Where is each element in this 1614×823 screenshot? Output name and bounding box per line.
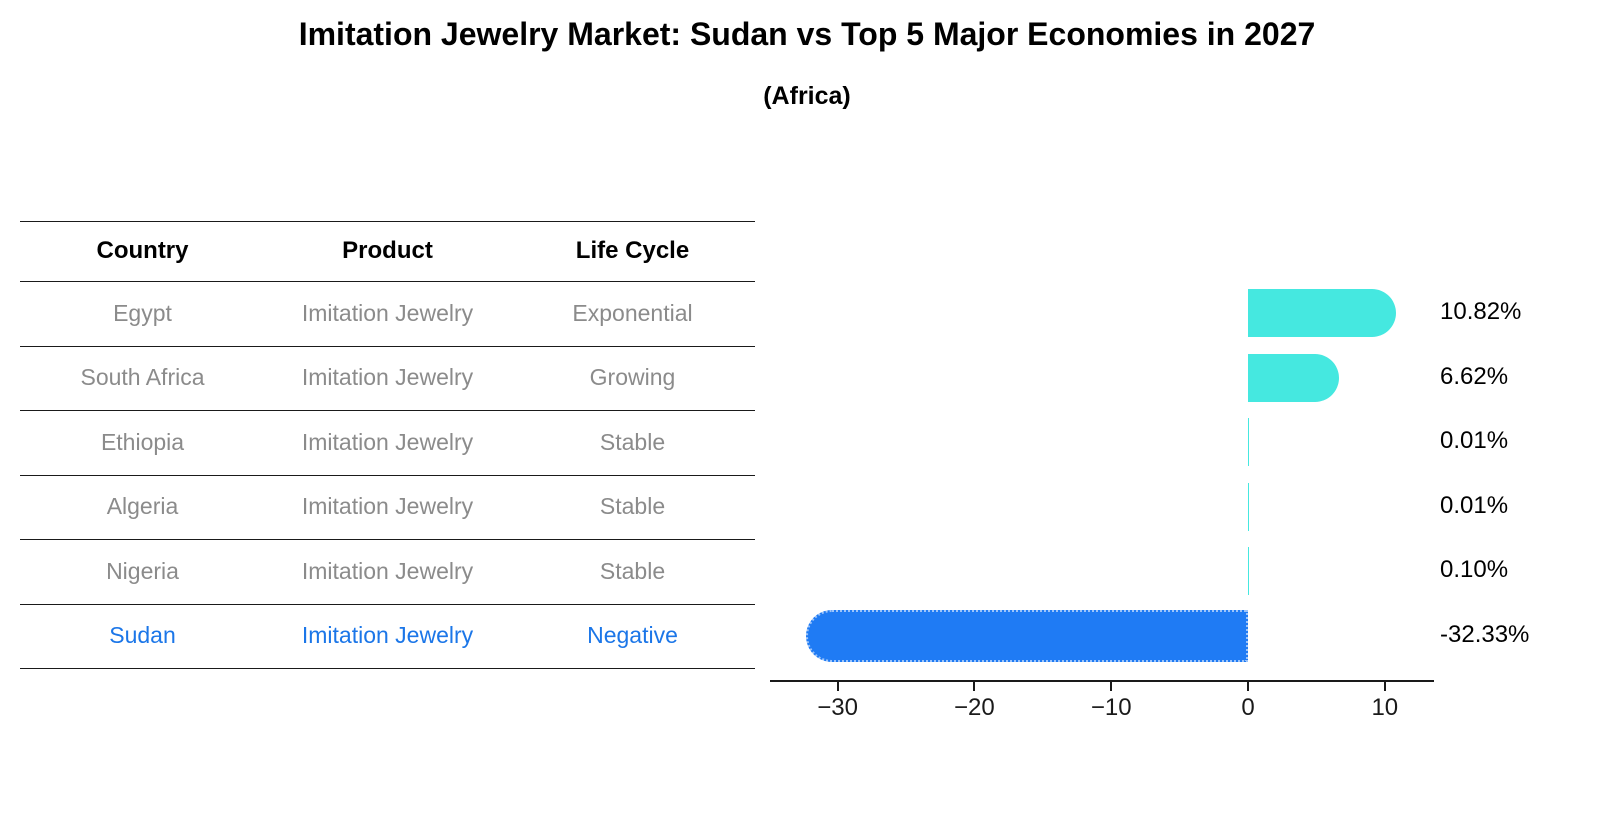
table-divider-line (20, 603, 755, 605)
x-axis-tick-label: 10 (1371, 694, 1399, 721)
bar-value-label: 6.62% (1440, 362, 1509, 390)
x-axis-tick-label: 0 (1241, 694, 1255, 721)
table-cell-product: Imitation Jewelry (301, 364, 474, 391)
bar-algeria (1248, 482, 1249, 531)
bar-value-label: 0.01% (1440, 427, 1509, 455)
table-cell-product: Imitation Jewelry (301, 299, 474, 326)
table-cell-life-cycle: Negative (587, 622, 678, 649)
table-divider-line (20, 345, 755, 347)
table-row: Algeria Imitation Jewelry Stable (20, 475, 755, 540)
table-cell-country: Nigeria (106, 557, 179, 584)
x-axis-tick-label: −10 (1090, 694, 1132, 721)
bar-value-label: 0.10% (1440, 556, 1509, 584)
table-cell-country: South Africa (80, 364, 205, 391)
table-cell-country: Algeria (106, 493, 179, 520)
table-divider-line (20, 410, 755, 411)
table-row: Nigeria Imitation Jewelry Stable (20, 539, 755, 604)
table-header-row: Country Product Life Cycle (20, 221, 755, 281)
table-row: Sudan Imitation Jewelry Negative (20, 604, 755, 669)
table-divider-line (20, 539, 755, 540)
table-divider-line (20, 668, 755, 669)
table-cell-product: Imitation Jewelry (301, 622, 474, 649)
table-header-country: Country (96, 237, 189, 264)
x-axis-tick-label: −20 (954, 694, 995, 721)
x-axis-tick (1110, 682, 1113, 691)
table-cell-product: Imitation Jewelry (301, 428, 474, 455)
chart-title: Imitation Jewelry Market: Sudan vs Top 5… (298, 16, 1316, 52)
table-divider-line (20, 281, 755, 282)
table-row: Ethiopia Imitation Jewelry Stable (20, 410, 755, 475)
table-cell-life-cycle: Stable (599, 557, 666, 584)
bar-sudan (805, 609, 1248, 662)
x-axis-tick (1383, 682, 1386, 691)
x-axis-tick-label: −30 (817, 694, 858, 721)
table-divider-line (20, 474, 755, 476)
table-cell-life-cycle: Growing (589, 364, 676, 391)
table-cell-life-cycle: Stable (599, 493, 666, 520)
bar-value-label: 10.82% (1440, 298, 1522, 326)
bar-ethiopia (1248, 418, 1249, 467)
bar-egypt (1248, 289, 1397, 338)
table-divider-line (20, 221, 755, 222)
table-header-life-cycle: Life Cycle (575, 237, 690, 264)
table-cell-country: Sudan (109, 622, 176, 649)
table-row: Egypt Imitation Jewelry Exponential (20, 281, 755, 346)
table-cell-product: Imitation Jewelry (301, 557, 474, 584)
table-cell-country: Ethiopia (100, 428, 185, 455)
table-cell-product: Imitation Jewelry (301, 493, 474, 520)
x-axis-tick (836, 682, 839, 691)
bar-nigeria (1248, 547, 1250, 596)
bar-value-label: 0.01% (1440, 491, 1509, 519)
table-header-product: Product (342, 237, 433, 264)
table-cell-country: Egypt (113, 299, 172, 326)
x-axis-tick (973, 682, 976, 691)
bar-south-africa (1248, 353, 1339, 402)
bar-value-label: -32.33% (1440, 620, 1530, 648)
table-row: South Africa Imitation Jewelry Growing (20, 346, 755, 411)
x-axis-line (770, 680, 1434, 682)
chart-subtitle: (Africa) (763, 82, 851, 110)
table-cell-life-cycle: Stable (599, 428, 666, 455)
x-axis-tick (1247, 682, 1249, 691)
table-cell-life-cycle: Exponential (572, 299, 693, 326)
